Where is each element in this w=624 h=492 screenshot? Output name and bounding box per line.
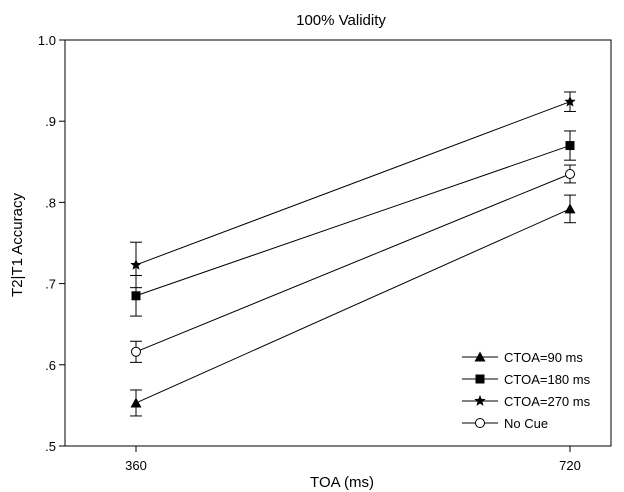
data-point (565, 141, 575, 151)
chart-title: 100% Validity (296, 12, 386, 29)
legend-marker (475, 418, 485, 428)
series-line (135, 101, 571, 266)
legend-label: CTOA=90 ms (504, 350, 583, 365)
legend-item: CTOA=90 ms (462, 350, 583, 365)
legend-label: CTOA=180 ms (504, 372, 591, 387)
axes: .5 .6 .7 .8 .9 1.0 360 720 (38, 33, 612, 473)
y-tick-label: .6 (45, 358, 56, 373)
x-tick-label: 360 (125, 458, 147, 473)
legend-marker (475, 374, 485, 384)
legend-label: CTOA=270 ms (504, 394, 591, 409)
y-tick-label: .9 (45, 114, 56, 129)
y-tick-label: 1.0 (38, 33, 56, 48)
y-tick-label: .7 (45, 277, 56, 292)
data-point (131, 291, 141, 301)
legend-item: CTOA=180 ms (462, 372, 591, 387)
data-point (564, 203, 576, 214)
series-line (135, 145, 571, 297)
legend-marker (474, 351, 486, 362)
legend-item: CTOA=270 ms (462, 394, 591, 409)
series-star (130, 91, 576, 289)
legend-label: No Cue (504, 416, 548, 431)
data-point (131, 346, 141, 357)
series-square (130, 130, 576, 317)
series-line (135, 208, 571, 404)
series-triangle (130, 194, 576, 417)
series-line (135, 173, 571, 353)
data-point (564, 95, 576, 107)
series-layer (130, 91, 576, 417)
legend: CTOA=90 ms CTOA=180 ms CTOA=270 ms No Cue (462, 350, 591, 431)
y-tick-label: .5 (45, 439, 56, 454)
data-point (130, 397, 142, 408)
y-axis-label: T2|T1 Accuracy (9, 193, 26, 297)
data-point (565, 168, 575, 179)
x-tick-label: 720 (559, 458, 581, 473)
data-point (130, 258, 142, 270)
series-open-circle (130, 164, 576, 363)
y-tick-label: .8 (45, 195, 56, 210)
x-axis-label: TOA (ms) (310, 474, 374, 491)
legend-marker (474, 395, 486, 406)
plot-frame (64, 39, 612, 447)
legend-item: No Cue (462, 416, 548, 431)
